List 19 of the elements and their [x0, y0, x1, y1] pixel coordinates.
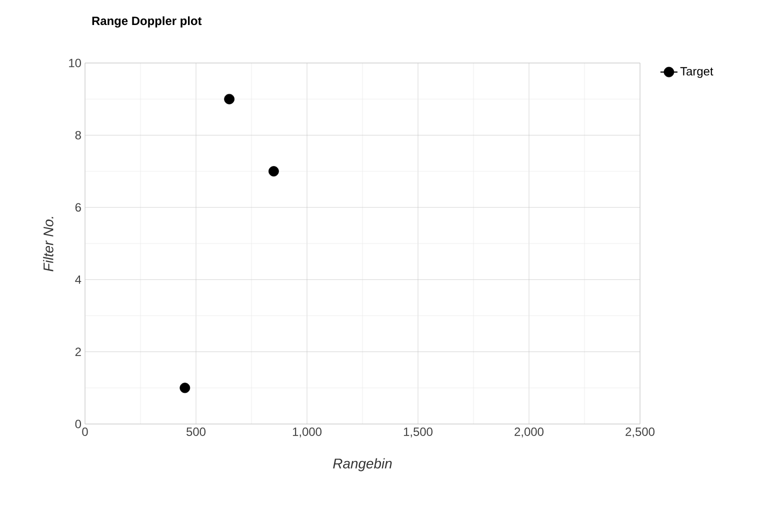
x-axis-title: Rangebin	[333, 458, 392, 472]
point	[180, 382, 190, 394]
x-tick-label: 1,000	[292, 428, 322, 438]
x-tick-label: 0	[82, 428, 88, 436]
point	[224, 94, 234, 104]
x-tick-label: 1,500	[404, 428, 432, 438]
x-tick-label: 2,500	[626, 428, 654, 438]
y-tick-label: 0	[75, 420, 82, 428]
point	[268, 166, 279, 176]
y-tick-label: 4	[75, 275, 82, 284]
x-tick-label: 2,000	[514, 428, 544, 438]
legend-label: Target	[680, 67, 714, 78]
y-axis-title: Filter No.	[43, 216, 54, 272]
chart-title: Range Doppler plot	[92, 16, 202, 28]
y-tick-label: 8	[75, 130, 81, 140]
y-tick-label: 2	[75, 348, 81, 356]
x-tick-label: 500	[186, 428, 206, 436]
y-tick-label: 6	[75, 203, 81, 212]
y-tick-label: 10	[69, 58, 82, 68]
